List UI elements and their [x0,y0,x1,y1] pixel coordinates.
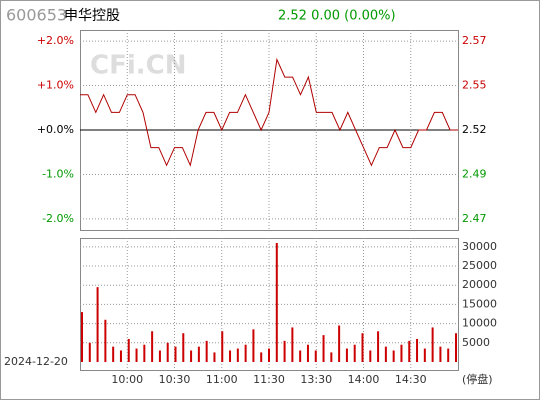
y-tick-label: 25000 [462,259,497,272]
volume-bar [423,348,426,362]
y-tick-label: 30000 [462,240,497,253]
volume-bar [283,340,286,362]
volume-bar [345,348,348,362]
x-tick-label: 11:30 [253,373,285,386]
volume-bar [221,331,224,362]
volume-bar [135,348,138,362]
date: 2024-12-20 [4,355,68,368]
y-tick-label: 15000 [462,297,497,310]
volume-bar [104,319,107,362]
volume-bar [174,346,177,362]
volume-bar [158,350,161,362]
volume-bar [330,352,333,362]
volume-bar [244,344,247,362]
volume-bar [353,344,356,362]
y2-tick-label: 2.49 [462,167,487,180]
volume-bar [190,350,193,362]
volume-bar [143,344,146,362]
volume-bar [447,348,450,362]
volume-bar [127,338,130,362]
x-tick-label: 10:00 [111,373,143,386]
y2-tick-label: 2.57 [462,34,487,47]
volume-bar [88,342,91,362]
volume-bar [361,333,364,362]
y-tick-label: +1.0% [37,79,74,92]
volume-bar [151,331,154,362]
volume-bar [166,342,169,362]
volume-bar [299,350,302,362]
volume-bar [197,346,200,362]
stock-code: 600653 [6,6,67,25]
volume-bar [182,333,185,362]
stock-name: 申华控股 [64,8,120,24]
y2-tick-label: 2.52 [462,123,487,136]
volume-bar [431,327,434,362]
volume-bar [408,340,411,362]
volume-bar [81,312,83,362]
x-tick-label: 14:30 [395,373,427,386]
y-tick-label: 20000 [462,278,497,291]
quote: 2.52 0.00 (0.00%) [278,9,396,24]
volume-bar [213,352,216,362]
x-tick-label: 13:30 [300,373,332,386]
volume-bar [236,348,239,362]
volume-bar [455,333,457,362]
volume-bar [268,348,270,362]
volume-bar [322,335,325,362]
volume-bar [260,352,263,362]
y-tick-label: 5000 [462,336,490,349]
volume-bar [205,340,208,362]
watermark: CFi.CN [90,51,186,81]
x-tick-label: 14:00 [348,373,380,386]
y-tick-label: 10000 [462,317,497,330]
volume-bar [377,331,380,362]
y-tick-label: +0.0% [37,123,74,136]
x-tick-label: 11:00 [206,373,238,386]
price-line [80,57,458,167]
volume-bar [416,338,419,362]
y2-tick-label: 2.47 [462,212,487,225]
volume-bar [384,346,387,362]
volume-bar [96,287,99,362]
x-tick-label: 10:30 [159,373,191,386]
y-tick-label: -1.0% [42,167,74,180]
y2-tick-label: 2.55 [462,79,487,92]
volume-bar [439,346,442,362]
status: (停盘) [462,372,493,386]
volume-bar [275,242,278,362]
volume-bar [400,344,403,362]
volume-bar [392,350,395,362]
volume-bar [229,350,232,362]
y-tick-label: -2.0% [42,212,74,225]
volume-bar [306,344,309,362]
volume-bar [252,329,255,362]
volume-bar [338,325,341,362]
volume-bar [314,350,317,362]
volume-bar [291,327,294,362]
volume-bar [369,350,372,362]
y-tick-label: +2.0% [37,34,74,47]
volume-bar [112,346,115,362]
volume-bar [119,350,122,362]
